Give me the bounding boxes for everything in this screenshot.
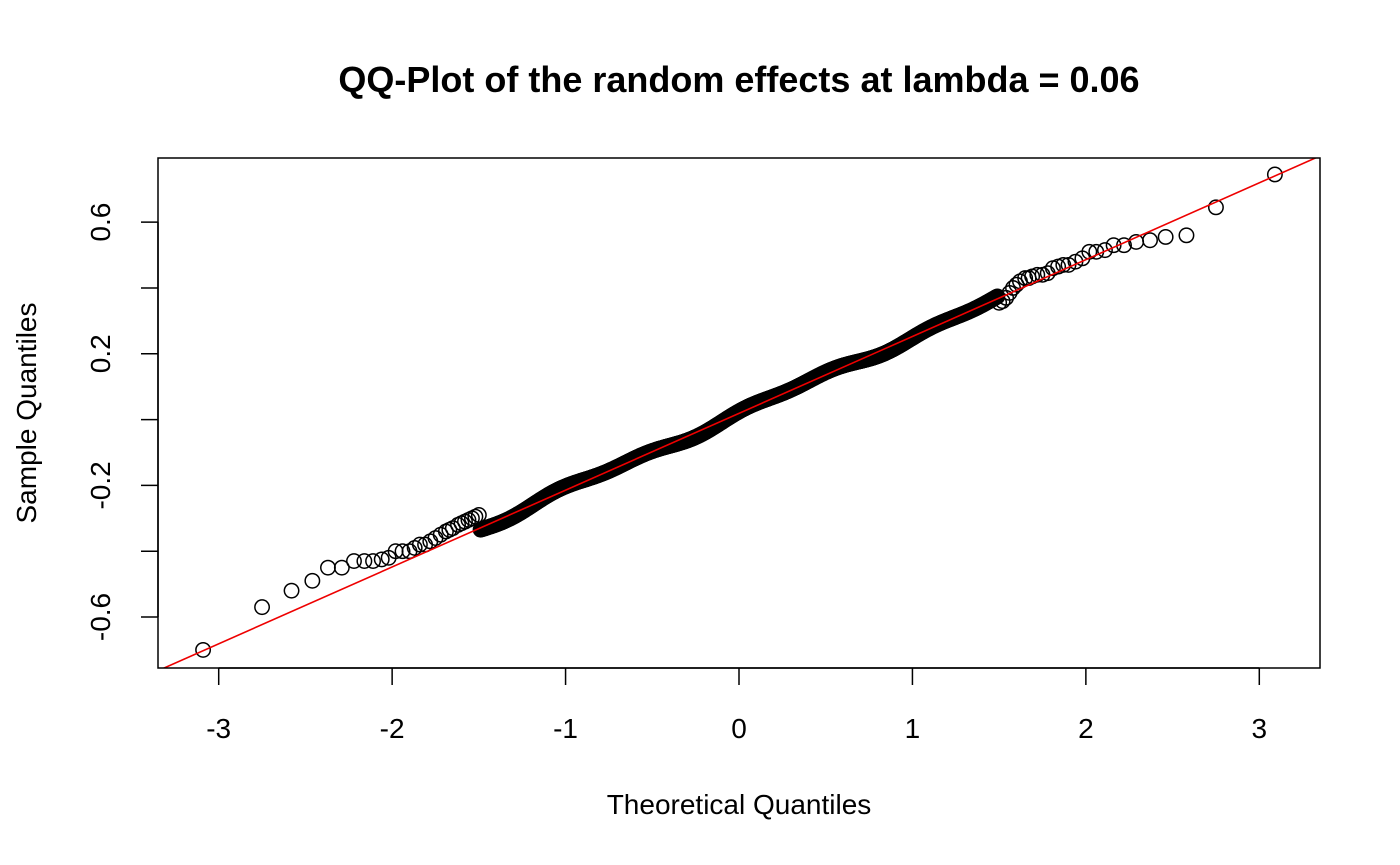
x-tick-label: 2 (1078, 713, 1094, 744)
x-tick-label: 0 (731, 713, 747, 744)
x-tick-label: -3 (206, 713, 231, 744)
x-tick-label: -2 (380, 713, 405, 744)
qq-point (1207, 199, 1224, 216)
x-axis: -3 -2 -1 0 1 2 3 (206, 667, 1268, 744)
chart-title: QQ-Plot of the random effects at lambda … (338, 59, 1139, 100)
y-tick-label: -0.2 (85, 461, 116, 509)
qq-point (394, 543, 411, 560)
qq-point (365, 553, 382, 570)
qq-point (1105, 237, 1122, 254)
qq-point (427, 530, 444, 546)
qq-point (356, 553, 373, 570)
qq-point (320, 559, 336, 576)
qq-point (1157, 229, 1174, 245)
qq-point (422, 533, 439, 550)
qq-point (1266, 166, 1283, 183)
qq-point (1096, 242, 1113, 259)
x-axis-label: Theoretical Quantiles (607, 789, 872, 820)
y-axis-label: Sample Quantiles (11, 302, 42, 523)
qq-point (1178, 227, 1195, 244)
qq-point (195, 641, 212, 658)
qq-point (333, 559, 350, 576)
qq-point (346, 553, 362, 570)
qq-point (1055, 256, 1072, 273)
qq-point (304, 572, 321, 589)
y-axis: -0.6 -0.2 0.2 0.6 (85, 203, 159, 641)
y-tick-label: 0.6 (85, 203, 116, 242)
data-points (195, 166, 1283, 658)
qq-point (1017, 270, 1034, 287)
qq-point (411, 536, 428, 553)
qq-point (1142, 232, 1158, 249)
qq-reference-line (162, 158, 1318, 668)
qq-point (373, 551, 390, 568)
qq-point (283, 582, 300, 599)
x-tick-label: -1 (553, 713, 578, 744)
y-tick-label: 0.2 (85, 334, 116, 373)
x-tick-label: 1 (905, 713, 921, 744)
y-tick-label: -0.6 (85, 593, 116, 641)
qq-point (254, 599, 271, 616)
x-tick-label: 3 (1252, 713, 1268, 744)
reference-line-layer (162, 158, 1318, 668)
